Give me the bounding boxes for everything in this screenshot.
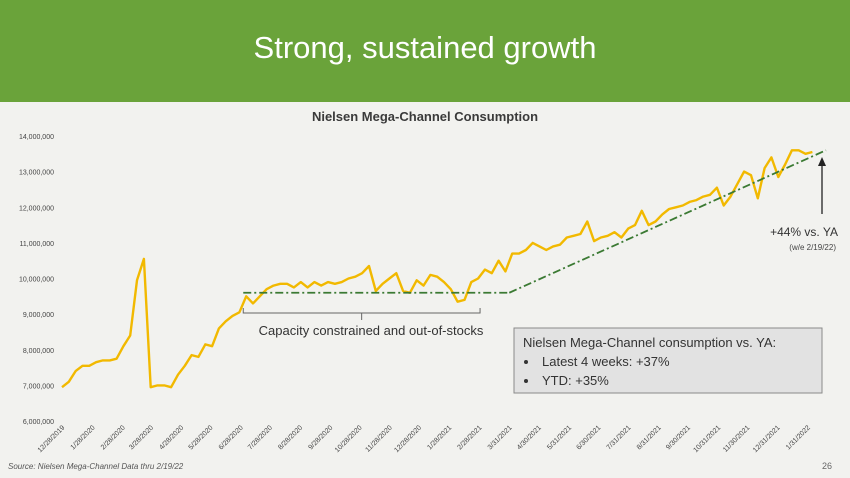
callout-bullet bbox=[524, 360, 528, 364]
x-tick-label: 8/31/2021 bbox=[636, 424, 663, 451]
x-tick-label: 1/28/2021 bbox=[426, 424, 453, 451]
capacity-bracket bbox=[242, 308, 481, 320]
x-tick-label: 7/28/2020 bbox=[247, 424, 274, 451]
x-tick-label: 4/28/2020 bbox=[158, 424, 185, 451]
y-tick-label: 8,000,000 bbox=[23, 348, 54, 355]
yoy-arrow-head bbox=[818, 157, 826, 166]
slide-title: Strong, sustained growth bbox=[253, 30, 597, 65]
callout-bullet bbox=[524, 379, 528, 383]
x-tick-label: 5/31/2021 bbox=[546, 424, 573, 451]
x-tick-label: 11/28/2020 bbox=[364, 424, 393, 453]
consumption-series-line bbox=[61, 149, 813, 389]
callout-item: YTD: +35% bbox=[542, 373, 609, 388]
capacity-label: Capacity constrained and out-of-stocks bbox=[259, 323, 484, 338]
callout-item: Latest 4 weeks: +37% bbox=[542, 354, 670, 369]
source-note: Source: Nielsen Mega-Channel Data thru 2… bbox=[8, 462, 184, 471]
y-tick-label: 12,000,000 bbox=[19, 205, 54, 212]
y-tick-label: 10,000,000 bbox=[19, 277, 54, 284]
yoy-date-label: (w/e 2/19/22) bbox=[789, 243, 836, 252]
yoy-label: +44% vs. YA bbox=[770, 225, 838, 239]
title-banner bbox=[0, 0, 850, 102]
x-tick-label: 12/28/2020 bbox=[393, 424, 423, 454]
x-tick-label: 1/31/2022 bbox=[785, 424, 812, 451]
x-tick-label: 2/28/2020 bbox=[100, 424, 127, 451]
slide-number: 26 bbox=[821, 461, 832, 471]
x-tick-label: 6/28/2020 bbox=[218, 424, 245, 451]
trend-line-2 bbox=[508, 149, 827, 294]
callout-box bbox=[513, 327, 823, 394]
x-tick-label: 12/31/2021 bbox=[752, 424, 782, 454]
x-tick-label: 1/28/2020 bbox=[70, 424, 97, 451]
y-tick-label: 6,000,000 bbox=[23, 419, 54, 426]
x-tick-label: 12/28/2019 bbox=[37, 424, 67, 454]
x-tick-label: 2/28/2021 bbox=[457, 424, 484, 451]
x-tick-label: 10/28/2020 bbox=[334, 424, 364, 454]
x-tick-label: 11/30/2021 bbox=[722, 424, 751, 453]
x-tick-label: 8/28/2020 bbox=[277, 424, 304, 451]
x-tick-label: 5/28/2020 bbox=[188, 424, 215, 451]
chart-title: Nielsen Mega-Channel Consumption bbox=[312, 109, 538, 124]
y-tick-label: 14,000,000 bbox=[19, 134, 54, 141]
x-tick-label: 3/28/2020 bbox=[128, 424, 155, 451]
y-tick-label: 11,000,000 bbox=[19, 241, 54, 248]
y-tick-label: 13,000,000 bbox=[19, 170, 54, 177]
x-tick-label: 9/28/2020 bbox=[307, 424, 334, 451]
x-tick-label: 4/30/2021 bbox=[516, 424, 543, 451]
x-tick-label: 3/31/2021 bbox=[487, 424, 514, 451]
callout-title: Nielsen Mega-Channel consumption vs. YA: bbox=[523, 335, 776, 350]
y-tick-label: 9,000,000 bbox=[23, 312, 54, 319]
y-tick-label: 7,000,000 bbox=[23, 383, 54, 390]
x-tick-label: 9/30/2021 bbox=[665, 424, 692, 451]
x-tick-label: 10/31/2021 bbox=[693, 424, 723, 454]
x-tick-label: 6/30/2021 bbox=[575, 424, 602, 451]
x-tick-label: 7/31/2021 bbox=[606, 424, 633, 451]
